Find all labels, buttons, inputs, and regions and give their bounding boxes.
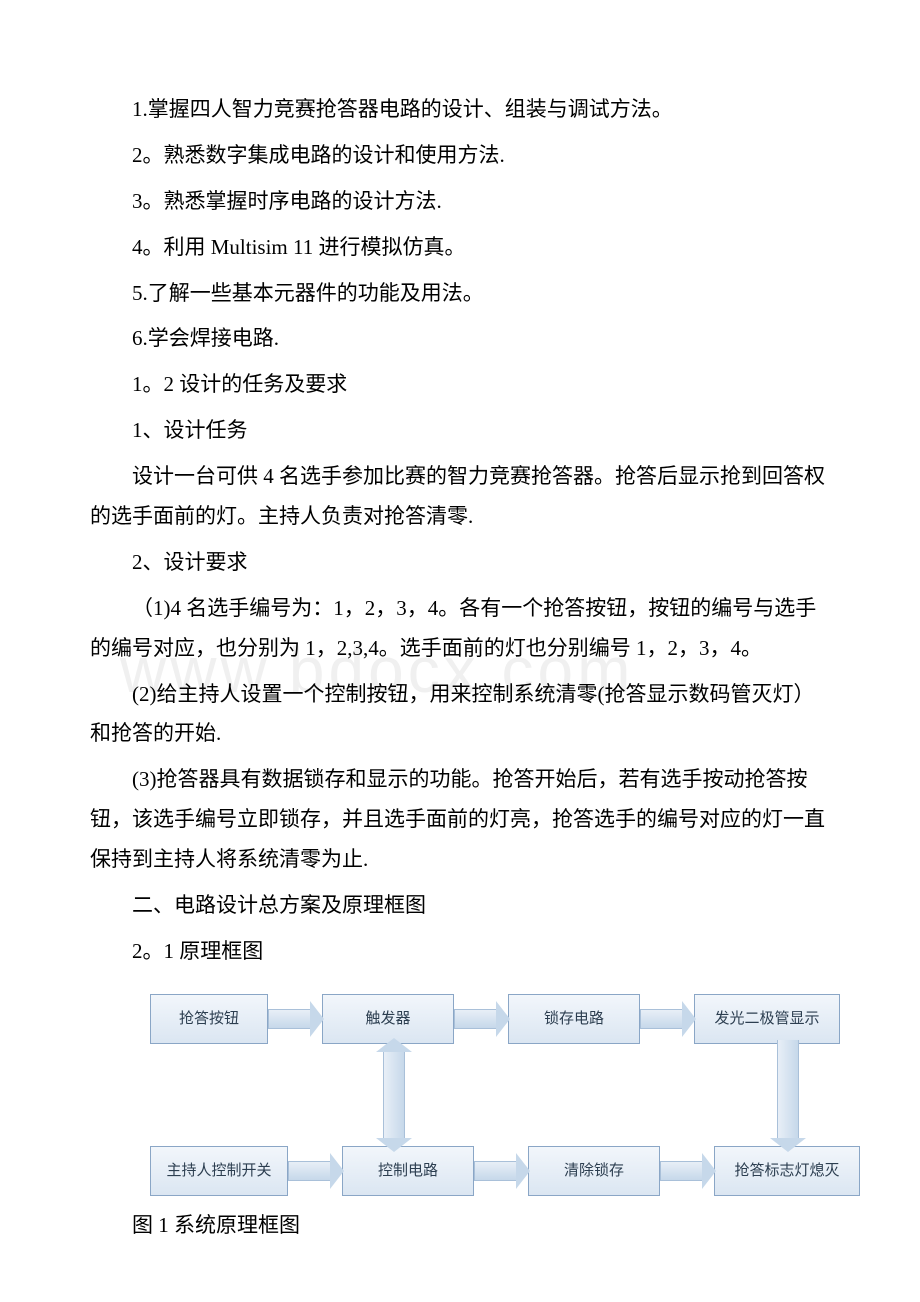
figure-caption: 图 1 系统原理框图 [90, 1206, 830, 1246]
arrow-right-icon [474, 1146, 528, 1196]
flow-node-n5: 主持人控制开关 [150, 1146, 288, 1196]
para-4: 4。利用 Multisim 11 进行模拟仿真。 [90, 228, 830, 268]
arrow-right-icon [640, 994, 694, 1044]
arrow-right-icon [660, 1146, 714, 1196]
para-2: 2。熟悉数字集成电路的设计和使用方法. [90, 136, 830, 176]
para-13: (3)抢答器具有数据锁存和显示的功能。抢答开始后，若有选手按动抢答按钮，该选手编… [90, 760, 830, 880]
para-14: 二、电路设计总方案及原理框图 [90, 886, 830, 926]
arrow-down-icon [766, 1040, 810, 1150]
arrow-right-icon [268, 994, 322, 1044]
para-11: （1)4 名选手编号为：1，2，3，4。各有一个抢答按钮，按钮的编号与选手的编号… [90, 589, 830, 669]
flowchart-block-diagram: 抢答按钮触发器锁存电路发光二极管显示主持人控制开关控制电路清除锁存抢答标志灯熄灭 [150, 990, 830, 1200]
para-12: (2)给主持人设置一个控制按钮，用来控制系统清零(抢答显示数码管灭灯）和抢答的开… [90, 675, 830, 755]
flow-node-n1: 抢答按钮 [150, 994, 268, 1044]
arrow-right-icon [288, 1146, 342, 1196]
para-5: 5.了解一些基本元器件的功能及用法。 [90, 274, 830, 314]
para-7: 1。2 设计的任务及要求 [90, 365, 830, 405]
para-3: 3。熟悉掌握时序电路的设计方法. [90, 182, 830, 222]
para-10: 2、设计要求 [90, 543, 830, 583]
flow-node-n2: 触发器 [322, 994, 454, 1044]
arrow-updown-icon [372, 1040, 416, 1150]
flow-node-n8: 抢答标志灯熄灭 [714, 1146, 860, 1196]
para-15: 2。1 原理框图 [90, 932, 830, 972]
para-8: 1、设计任务 [90, 411, 830, 451]
para-1: 1.掌握四人智力竞赛抢答器电路的设计、组装与调试方法。 [90, 90, 830, 130]
flow-node-n6: 控制电路 [342, 1146, 474, 1196]
para-9: 设计一台可供 4 名选手参加比赛的智力竞赛抢答器。抢答后显示抢到回答权的选手面前… [90, 457, 830, 537]
para-6: 6.学会焊接电路. [90, 319, 830, 359]
flow-node-n7: 清除锁存 [528, 1146, 660, 1196]
flow-node-n4: 发光二极管显示 [694, 994, 840, 1044]
arrow-right-icon [454, 994, 508, 1044]
flow-node-n3: 锁存电路 [508, 994, 640, 1044]
